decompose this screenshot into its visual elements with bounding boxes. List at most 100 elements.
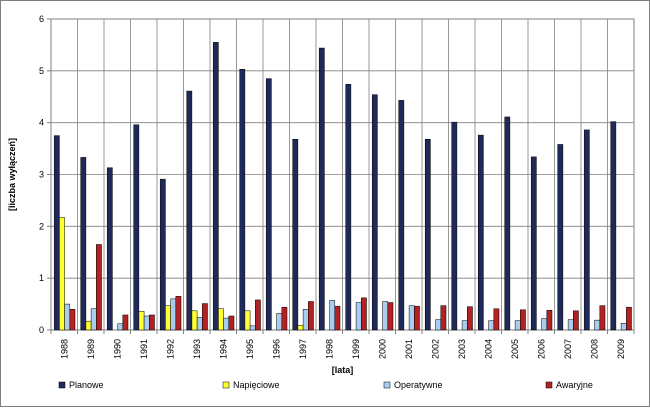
x-tick-label: 1996: [271, 339, 281, 359]
bar-awaryjne-2009: [626, 306, 632, 331]
bar-awaryjne-1997: [308, 301, 314, 331]
legend-label: Operatywne: [394, 380, 443, 390]
x-tick-label: 2004: [483, 339, 493, 359]
bar-awaryjne-1996: [281, 306, 288, 331]
x-tick-label: 2002: [430, 339, 440, 359]
x-tick-label: 1992: [165, 339, 175, 359]
bar-awaryjne-2007: [573, 310, 579, 331]
bar-planowe-2002: [424, 139, 431, 331]
bar-operatywne-1991: [143, 315, 150, 331]
bar-napi-ciowe-1994: [218, 308, 224, 331]
bar-planowe-2009: [610, 121, 617, 331]
axes: [47, 18, 635, 334]
bar-planowe-2007: [557, 144, 564, 331]
bar-planowe-2004: [477, 134, 484, 331]
x-tick-label: 1988: [59, 339, 69, 359]
bar-awaryjne-1989: [96, 244, 102, 331]
legend-swatch: [222, 381, 230, 389]
bar-operatywne-2007: [567, 319, 574, 331]
bar-operatywne-1993: [196, 317, 203, 331]
bar-napi-ciowe-1997: [297, 325, 304, 331]
bar-operatywne-1999: [355, 302, 362, 331]
bar-napi-ciowe-1995: [244, 310, 251, 331]
x-tick-label: 2007: [563, 339, 573, 359]
legend: Planowe Napięciowe Operatywne Awaryjne: [58, 380, 593, 390]
x-tick-label: 1990: [112, 339, 122, 359]
bar-operatywne-1994: [223, 317, 230, 331]
x-tick-label: 2003: [457, 339, 467, 359]
bar-awaryjne-1993: [202, 303, 208, 331]
x-tick-label: 2005: [510, 339, 520, 359]
legend-swatch: [545, 381, 553, 389]
x-tick-label: 1998: [324, 339, 334, 359]
legend-swatch: [58, 381, 66, 389]
bar-awaryjne-1991: [149, 314, 155, 331]
y-tick-label: 1: [39, 273, 44, 283]
bar-planowe-1988: [53, 135, 60, 331]
bar-planowe-1992: [159, 178, 166, 331]
x-tick-label: 1989: [86, 339, 96, 359]
bars: [53, 42, 632, 331]
bar-planowe-1996: [265, 78, 272, 331]
bar-planowe-2001: [398, 100, 405, 331]
bar-napi-ciowe-1993: [191, 310, 198, 331]
bar-operatywne-2006: [541, 318, 548, 331]
bar-awaryjne-1990: [122, 314, 129, 331]
bar-operatywne-2009: [620, 323, 627, 331]
bar-awaryjne-2001: [414, 305, 420, 331]
bar-awaryjne-2002: [440, 305, 447, 331]
bar-operatywne-2003: [461, 320, 468, 331]
bar-awaryjne-1998: [334, 305, 341, 331]
y-tick-label: 6: [39, 14, 44, 24]
bar-operatywne-2005: [514, 320, 521, 331]
bar-napi-ciowe-1991: [138, 311, 145, 331]
bar-operatywne-1992: [170, 298, 177, 331]
bar-planowe-1997: [292, 139, 299, 331]
x-tick-label: 1993: [192, 339, 202, 359]
bar-operatywne-2000: [382, 301, 389, 331]
x-tick-label: 2001: [404, 339, 414, 359]
bar-awaryjne-1992: [175, 296, 182, 331]
bar-awaryjne-1999: [361, 297, 367, 331]
bar-awaryjne-2004: [493, 308, 500, 331]
bar-planowe-1998: [318, 47, 325, 331]
x-axis-title: [lata]: [332, 365, 354, 375]
bar-awaryjne-1988: [69, 309, 76, 331]
bar-operatywne-2002: [435, 319, 442, 331]
x-tick-label: 2006: [536, 339, 546, 359]
x-tick-label: 2008: [589, 339, 599, 359]
y-tick-label: 3: [39, 170, 44, 180]
y-tick-label: 4: [39, 118, 44, 128]
legend-label: Napięciowe: [233, 380, 280, 390]
bar-operatywne-1989: [90, 308, 97, 331]
tick-labels: 0 1 2 3 4 5 6 1988 1989 1990 1991 1992 1993 1994 1995 1…: [39, 14, 626, 359]
bar-awaryjne-2000: [387, 302, 394, 331]
y-tick-label: 2: [39, 221, 44, 231]
legend-label: Awaryjne: [556, 380, 593, 390]
bar-napi-ciowe-1988: [59, 217, 65, 331]
bar-napi-ciowe-1989: [85, 320, 92, 331]
bar-planowe-2003: [451, 121, 458, 331]
bar-operatywne-1990: [117, 323, 124, 331]
x-tick-label: 1997: [298, 339, 308, 359]
y-tick-label: 5: [39, 66, 44, 76]
x-tick-label: 2000: [377, 339, 387, 359]
bar-operatywne-2008: [594, 319, 601, 331]
bar-planowe-2005: [504, 116, 511, 331]
bar-napi-ciowe-1992: [165, 305, 171, 331]
bar-awaryjne-2008: [599, 305, 606, 331]
bar-planowe-1990: [106, 167, 113, 331]
y-axis-title: [liczba wyłączeń]: [7, 138, 17, 211]
bar-awaryjne-1995: [255, 299, 261, 331]
bar-operatywne-1998: [329, 300, 336, 331]
bar-planowe-1999: [345, 84, 352, 331]
x-tick-label: 1994: [218, 339, 228, 359]
bar-awaryjne-2003: [467, 306, 473, 331]
x-tick-label: 2009: [616, 339, 626, 359]
bar-awaryjne-1994: [228, 315, 235, 331]
bar-planowe-1991: [133, 124, 140, 331]
bar-operatywne-1988: [64, 303, 71, 331]
bar-planowe-2000: [371, 94, 378, 331]
x-tick-label: 1991: [139, 339, 149, 359]
